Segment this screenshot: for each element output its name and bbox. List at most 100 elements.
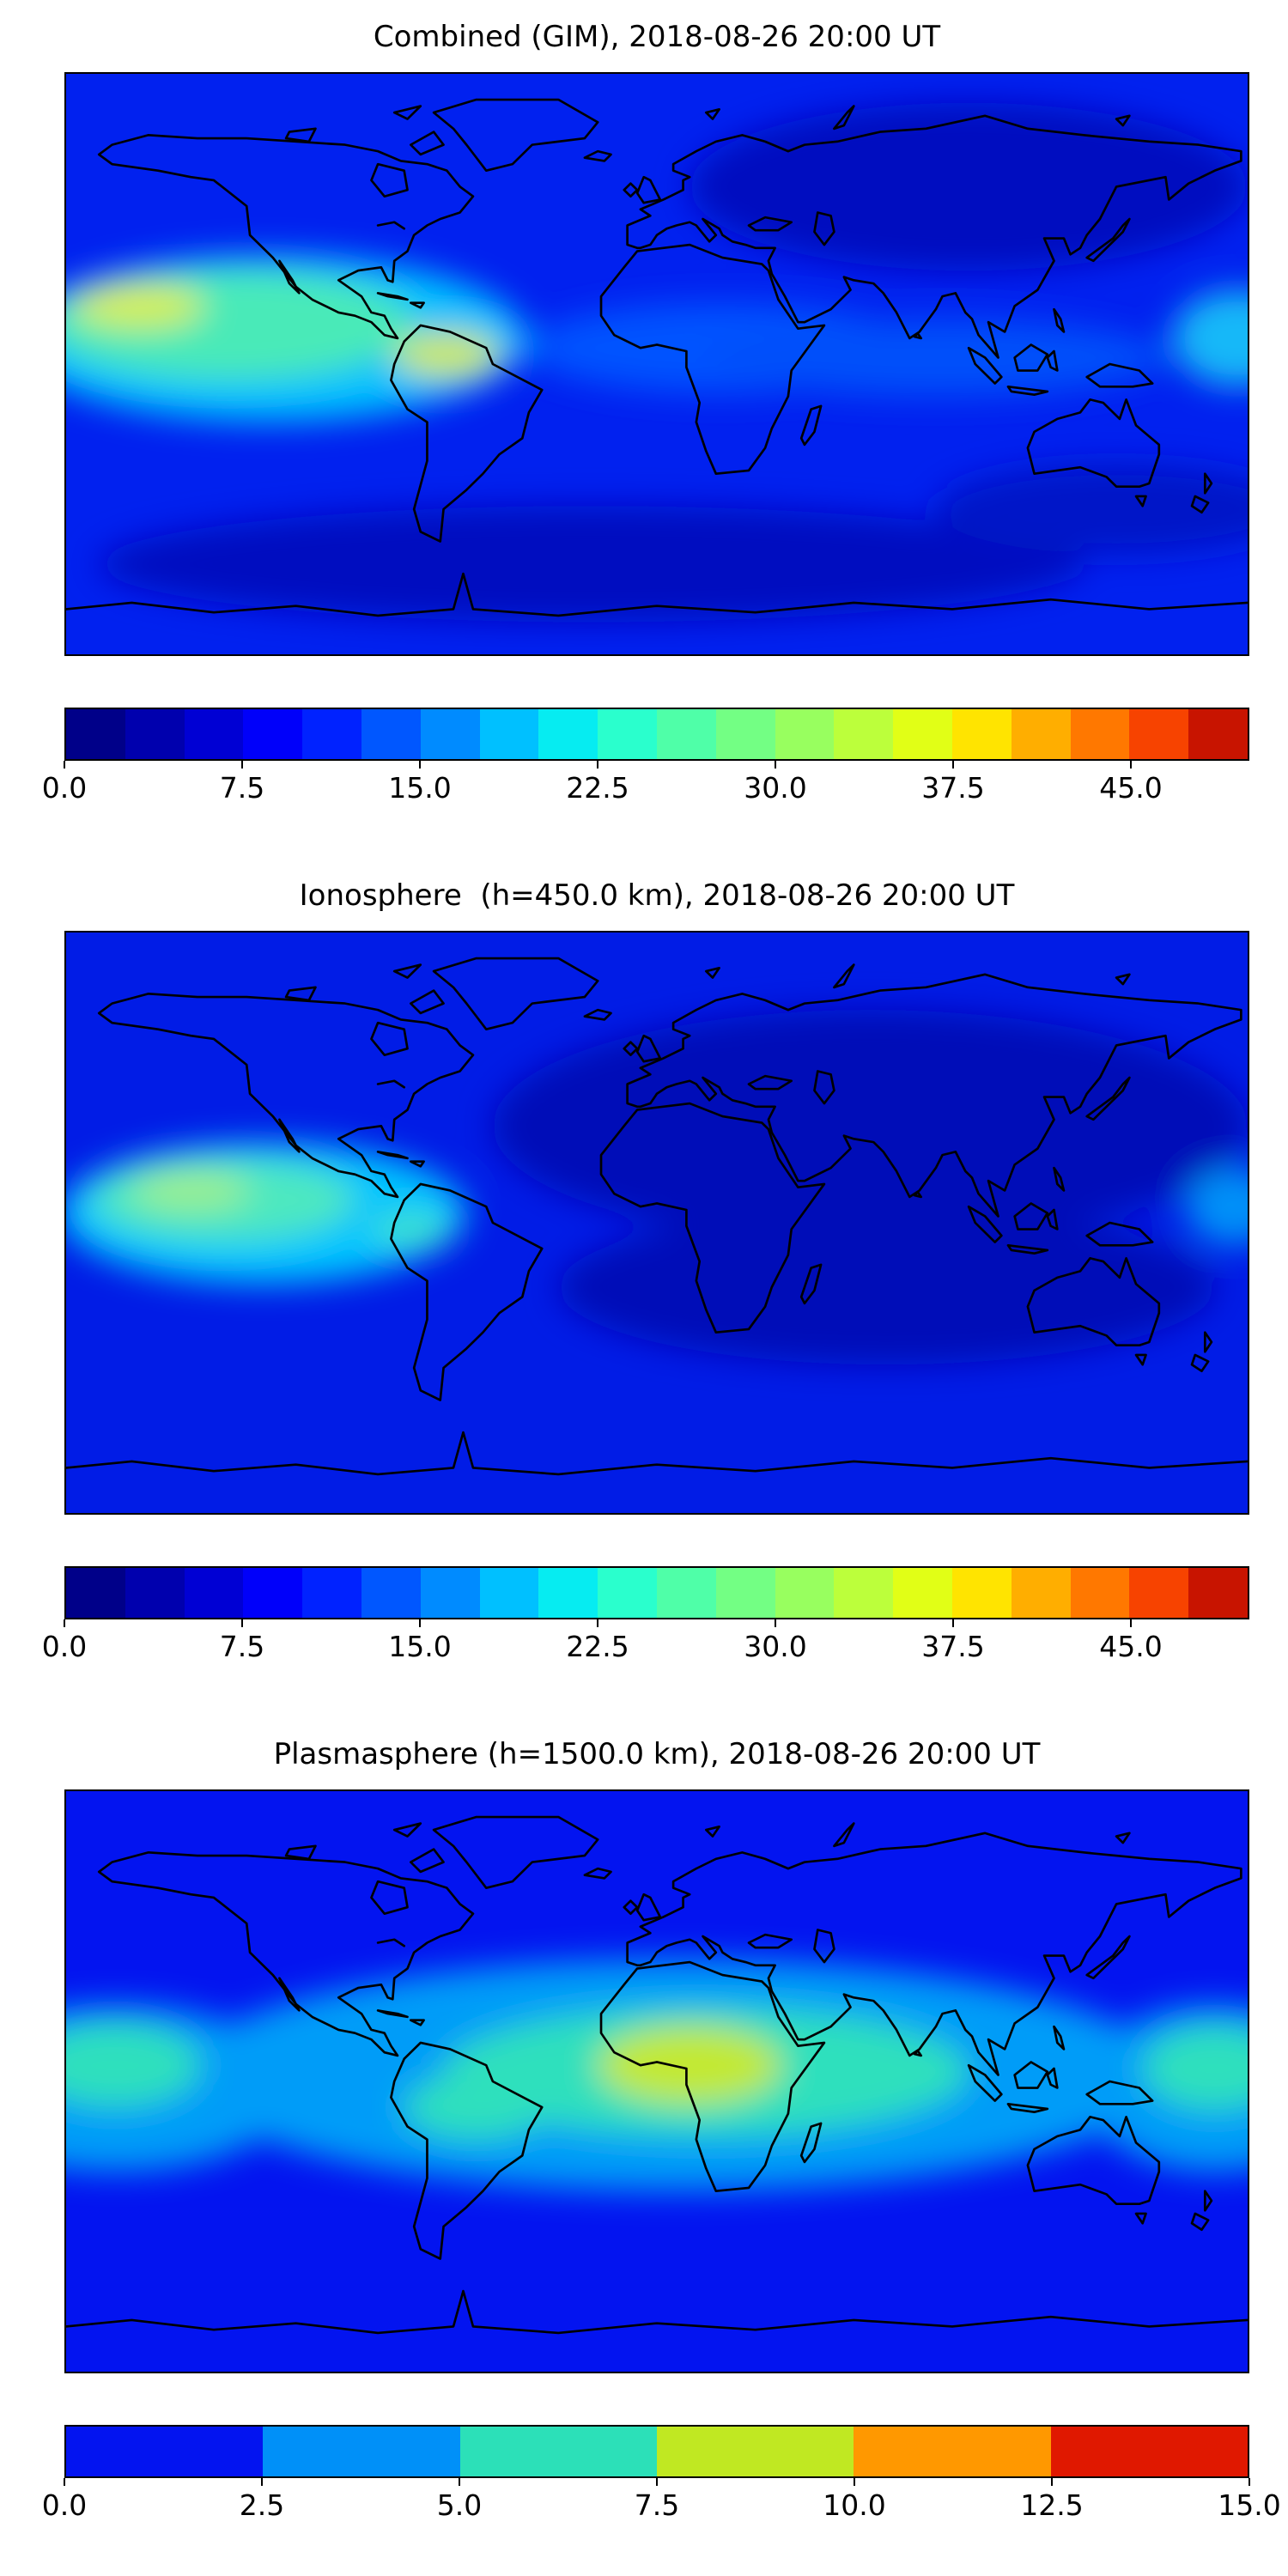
map-combined-gim — [64, 72, 1249, 656]
colorbar-segment — [66, 2427, 264, 2476]
colorbar-cells — [66, 709, 1248, 759]
colorbar-segment — [538, 709, 598, 759]
colorbar-tick-label: 30.0 — [744, 1630, 807, 1663]
colorbar-segment — [1129, 1568, 1189, 1618]
heat-blob — [706, 319, 1166, 397]
map-plasmasphere — [64, 1789, 1249, 2373]
colorbar-segment — [1129, 709, 1189, 759]
colorbar-segment — [598, 1568, 657, 1618]
colorbar-tick-label: 0.0 — [41, 1630, 88, 1663]
colorbar-tick-label: 10.0 — [823, 2488, 886, 2522]
colorbar-tick-label: 0.0 — [41, 771, 88, 805]
colorbar-tick-row: 0.0 2.5 5.0 7.5 10.0 12.5 15.0 — [42, 2478, 1281, 2523]
colorbar-tick-label: 5.0 — [436, 2488, 483, 2522]
colorbar-tick — [775, 1619, 776, 1627]
colorbar-segment — [715, 1568, 775, 1618]
heat-layer — [66, 74, 1248, 654]
colorbar-tick-label: 15.0 — [388, 771, 452, 805]
colorbar-cells — [66, 1568, 1248, 1618]
colorbar-segment — [1070, 709, 1130, 759]
colorbar-segment — [66, 709, 125, 759]
colorbar-segment — [1070, 1568, 1130, 1618]
colorbar-segment — [184, 1568, 244, 1618]
colorbar-cells — [66, 2427, 1248, 2476]
colorbar-tick — [1130, 761, 1132, 769]
heat-blob — [690, 102, 1248, 271]
colorbar-tick-row: 0.0 7.5 15.0 22.5 30.0 37.5 45.0 — [42, 1619, 1249, 1664]
heat-blob — [935, 464, 1248, 555]
colorbar-tick — [1130, 1619, 1132, 1627]
heat-blob-group — [66, 1010, 1248, 1365]
map-plot — [66, 1791, 1248, 2372]
colorbar-segment — [420, 1568, 480, 1618]
colorbar-tick-label: 12.5 — [1020, 2488, 1084, 2522]
colorbar-segment — [243, 709, 303, 759]
colorbar-segment — [459, 2427, 657, 2476]
colorbar-segment — [184, 709, 244, 759]
heat-blob — [404, 2075, 549, 2140]
colorbar-segment — [656, 1568, 716, 1618]
colorbar-tick — [419, 1619, 421, 1627]
colorbar-segment — [420, 709, 480, 759]
colorbar-tick-label: 15.0 — [388, 1630, 452, 1663]
colorbar-segment — [715, 709, 775, 759]
colorbar-segment — [302, 1568, 361, 1618]
map-plot — [66, 74, 1248, 654]
colorbar-tick — [1051, 2478, 1053, 2486]
colorbar-segment — [834, 1568, 894, 1618]
colorbar-tick — [459, 2478, 460, 2486]
colorbar-segment — [656, 709, 716, 759]
colorbar-tick-label: 37.5 — [921, 771, 985, 805]
colorbar-segment — [656, 2427, 854, 2476]
colorbar-segment — [775, 709, 835, 759]
colorbar-tick — [854, 2478, 855, 2486]
panel-title: Combined (GIM), 2018-08-26 20:00 UT — [373, 20, 941, 54]
panel-title: Ionosphere (h=450.0 km), 2018-08-26 20:0… — [299, 878, 1015, 913]
map-plot — [66, 933, 1248, 1513]
colorbar-tick — [419, 761, 421, 769]
heat-blob — [394, 331, 500, 378]
colorbar-tick — [952, 1619, 954, 1627]
heat-blob — [72, 283, 204, 329]
colorbar-segment — [1011, 1568, 1071, 1618]
colorbar — [64, 2425, 1249, 2478]
colorbar-tick-label: 22.5 — [566, 771, 629, 805]
colorbar-tick — [64, 2478, 65, 2486]
colorbar-segment — [479, 709, 539, 759]
colorbar-segment — [893, 709, 952, 759]
colorbar-segment — [361, 1568, 421, 1618]
colorbar-tick — [952, 761, 954, 769]
heat-blob-group — [66, 102, 1248, 623]
colorbar-tick-label: 2.5 — [239, 2488, 285, 2522]
heat-blob — [1142, 2026, 1248, 2111]
heat-layer — [66, 1791, 1248, 2372]
colorbar-segment — [1011, 709, 1071, 759]
heat-blob-group — [66, 1959, 1248, 2191]
heat-blob — [558, 1209, 1215, 1365]
colorbar-segment — [361, 709, 421, 759]
colorbar-tick — [261, 2478, 263, 2486]
colorbar-segment — [951, 1568, 1012, 1618]
colorbar-segment — [538, 1568, 598, 1618]
colorbar-tick-label: 45.0 — [1099, 771, 1163, 805]
colorbar-segment — [243, 1568, 303, 1618]
colorbar-segment — [951, 709, 1012, 759]
colorbar-segment — [775, 1568, 835, 1618]
heat-blob — [598, 2026, 782, 2105]
colorbar-tick-label: 15.0 — [1218, 2488, 1281, 2522]
panel-combined-gim: Combined (GIM), 2018-08-26 20:00 UT 0.0 7… — [0, 0, 1288, 859]
heat-blob — [131, 1170, 251, 1210]
heat-blob — [492, 1010, 1248, 1242]
colorbar-segment — [893, 1568, 952, 1618]
colorbar-tick-label: 45.0 — [1099, 1630, 1163, 1663]
colorbar-tick-row: 0.0 7.5 15.0 22.5 30.0 37.5 45.0 — [42, 761, 1249, 805]
colorbar-segment — [125, 1568, 185, 1618]
colorbar-tick-label: 7.5 — [634, 2488, 680, 2522]
colorbar-segment — [302, 709, 361, 759]
heat-blob — [99, 506, 1084, 623]
colorbar-tick-label: 22.5 — [566, 1630, 629, 1663]
colorbar — [64, 708, 1249, 761]
colorbar-tick — [64, 761, 65, 769]
map-ionosphere — [64, 931, 1249, 1515]
heat-blob — [371, 1212, 451, 1246]
